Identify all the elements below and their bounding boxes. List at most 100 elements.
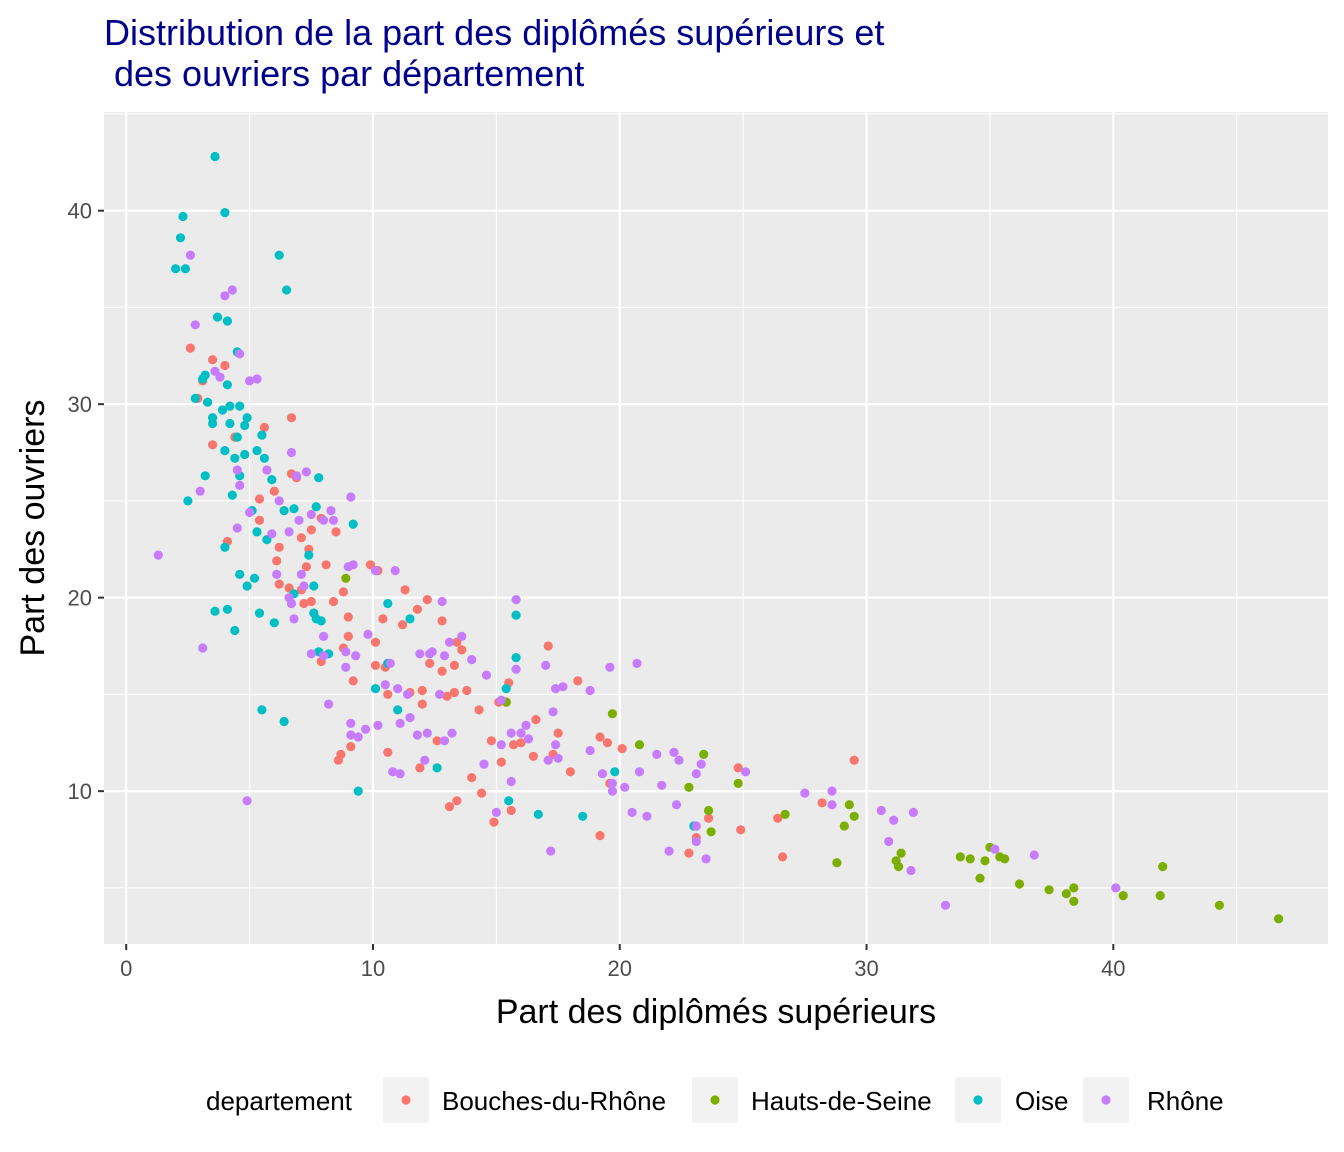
point-hauts-de-seine xyxy=(832,858,842,868)
point-hauts-de-seine xyxy=(634,740,645,750)
point-bouches-du-rhone xyxy=(370,660,381,671)
point-hauts-de-seine xyxy=(849,811,859,821)
point-bouches-du-rhone xyxy=(338,587,348,597)
point-rhone xyxy=(380,680,390,690)
point-rhone xyxy=(627,807,637,818)
point-rhone xyxy=(585,745,595,756)
point-rhone xyxy=(523,734,534,744)
point-rhone xyxy=(674,755,684,765)
point-rhone xyxy=(420,755,430,765)
point-hauts-de-seine xyxy=(1014,879,1025,889)
point-hauts-de-seine xyxy=(341,573,351,583)
y-tick-label: 40 xyxy=(68,199,92,224)
y-tick-label: 10 xyxy=(68,779,92,804)
point-oise xyxy=(208,418,218,429)
point-rhone xyxy=(1029,850,1039,860)
point-bouches-du-rhone xyxy=(449,687,459,698)
point-rhone xyxy=(827,786,837,796)
point-bouches-du-rhone xyxy=(346,742,356,752)
point-rhone xyxy=(412,730,422,740)
point-bouches-du-rhone xyxy=(254,515,265,525)
point-bouches-du-rhone xyxy=(383,689,393,700)
point-rhone xyxy=(800,788,810,798)
point-bouches-du-rhone xyxy=(477,788,487,798)
point-hauts-de-seine xyxy=(733,778,743,789)
point-rhone xyxy=(286,447,297,458)
x-tick-label: 0 xyxy=(120,956,132,981)
point-oise xyxy=(222,316,232,326)
point-oise xyxy=(370,684,381,694)
legend-dot-rhone xyxy=(1101,1095,1111,1105)
point-hauts-de-seine xyxy=(780,809,790,820)
point-rhone xyxy=(558,682,568,692)
point-bouches-du-rhone xyxy=(296,533,306,543)
point-rhone xyxy=(346,718,356,729)
x-tick-label: 40 xyxy=(1101,956,1125,981)
point-oise xyxy=(190,393,200,403)
point-oise xyxy=(225,401,235,411)
point-bouches-du-rhone xyxy=(496,757,506,767)
point-rhone xyxy=(346,730,356,740)
point-bouches-du-rhone xyxy=(849,755,859,765)
point-rhone xyxy=(427,647,437,657)
point-rhone xyxy=(185,250,195,260)
point-hauts-de-seine xyxy=(704,805,714,816)
point-hauts-de-seine xyxy=(839,821,849,831)
point-bouches-du-rhone xyxy=(736,825,746,835)
point-bouches-du-rhone xyxy=(400,585,410,595)
point-rhone xyxy=(267,529,277,539)
point-rhone xyxy=(324,699,334,709)
point-rhone xyxy=(242,796,252,806)
legend-label-bouches-du-rhone: Bouches-du-Rhône xyxy=(442,1086,666,1116)
point-rhone xyxy=(195,486,205,496)
point-rhone xyxy=(605,662,615,672)
point-oise xyxy=(432,763,442,773)
point-rhone xyxy=(642,811,652,821)
point-oise xyxy=(511,610,521,620)
point-oise xyxy=(282,285,292,295)
point-rhone xyxy=(439,651,450,661)
point-bouches-du-rhone xyxy=(286,413,297,423)
point-bouches-du-rhone xyxy=(704,813,714,823)
point-rhone xyxy=(422,728,432,738)
point-bouches-du-rhone xyxy=(432,736,442,746)
point-oise xyxy=(178,211,188,222)
y-tick-label: 30 xyxy=(68,392,92,417)
y-axis-ticks: 10 20 30 40 xyxy=(68,199,104,804)
point-bouches-du-rhone xyxy=(259,422,269,432)
point-oise xyxy=(249,573,260,583)
point-bouches-du-rhone xyxy=(817,798,827,808)
point-hauts-de-seine xyxy=(1158,862,1168,872)
legend-dot-bouches-du-rhone xyxy=(401,1095,411,1105)
point-rhone xyxy=(496,740,506,750)
point-bouches-du-rhone xyxy=(306,525,316,535)
point-rhone xyxy=(1111,883,1121,893)
point-bouches-du-rhone xyxy=(773,813,783,823)
point-oise xyxy=(405,614,415,624)
point-rhone xyxy=(370,566,381,576)
point-bouches-du-rhone xyxy=(516,738,526,748)
point-oise xyxy=(252,446,262,456)
point-oise xyxy=(227,490,237,500)
point-bouches-du-rhone xyxy=(185,343,195,353)
point-rhone xyxy=(198,643,208,653)
point-oise xyxy=(279,716,289,727)
legend-label-oise: Oise xyxy=(1015,1086,1068,1116)
point-rhone xyxy=(990,844,1000,854)
point-rhone xyxy=(457,631,467,642)
point-bouches-du-rhone xyxy=(398,620,408,630)
point-rhone xyxy=(889,815,899,825)
point-rhone xyxy=(361,724,371,734)
point-oise xyxy=(220,542,230,552)
point-hauts-de-seine xyxy=(896,848,906,858)
point-rhone xyxy=(940,900,951,910)
point-hauts-de-seine xyxy=(844,800,854,810)
x-axis-ticks: 0 10 20 30 40 xyxy=(120,944,1126,981)
point-rhone xyxy=(876,805,886,816)
point-rhone xyxy=(827,800,837,810)
point-bouches-du-rhone xyxy=(531,715,541,725)
point-bouches-du-rhone xyxy=(378,614,388,624)
point-rhone xyxy=(353,732,363,742)
point-bouches-du-rhone xyxy=(778,852,788,862)
